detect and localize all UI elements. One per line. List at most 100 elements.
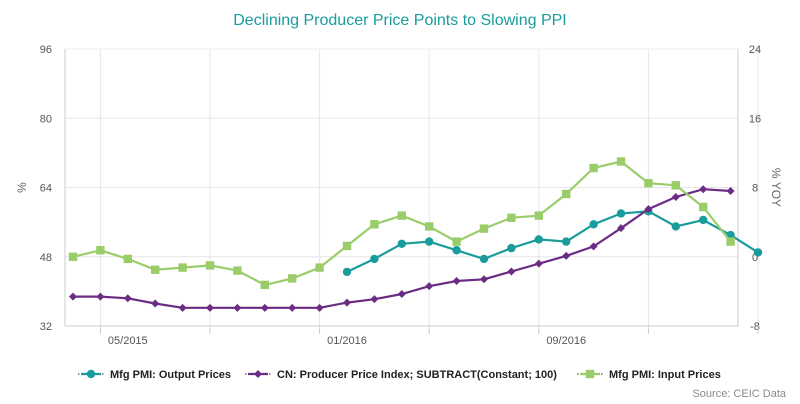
data-point (123, 254, 132, 264)
data-point (123, 294, 132, 303)
data-point (96, 292, 105, 301)
data-point (671, 222, 680, 231)
data-point (425, 222, 434, 231)
data-point (425, 237, 434, 246)
data-point (726, 186, 735, 195)
y-left-tick-label: 48 (40, 252, 52, 264)
data-point (151, 265, 160, 274)
data-point (534, 211, 543, 220)
y-left-tick-label: 96 (40, 44, 52, 56)
data-point (671, 181, 680, 190)
data-point (397, 211, 406, 220)
data-point (68, 252, 78, 261)
data-point (233, 303, 242, 312)
grid (65, 48, 759, 327)
data-point (534, 259, 543, 268)
legend-item-0[interactable]: Mfg PMI: Output Prices (78, 369, 231, 381)
data-point (288, 274, 297, 283)
y-right-axis-title: % YOY (769, 168, 783, 207)
data-point (343, 298, 351, 307)
data-point (507, 213, 516, 222)
data-point (260, 280, 269, 290)
series-layer (68, 157, 763, 312)
data-point (699, 215, 708, 225)
data-point (178, 263, 187, 272)
data-point (562, 189, 571, 199)
data-point (616, 209, 626, 218)
y-left-tick-label: 64 (40, 183, 52, 195)
data-point (370, 295, 379, 304)
data-point (370, 220, 379, 229)
data-point (616, 157, 626, 166)
data-point (699, 185, 708, 194)
series-1 (69, 185, 735, 312)
data-point (753, 248, 763, 257)
data-point (178, 303, 187, 312)
data-point (315, 303, 324, 312)
legend-item-2[interactable]: Mfg PMI: Input Prices (577, 369, 721, 381)
data-point (397, 289, 406, 298)
legend-label: Mfg PMI: Output Prices (110, 369, 231, 381)
x-tick-label: 01/2016 (327, 335, 367, 347)
y-right-tick-label: 0 (752, 252, 758, 264)
y-left-axis-title: % (15, 182, 29, 193)
data-point (370, 254, 379, 264)
data-point (151, 299, 160, 308)
data-point (671, 193, 680, 202)
legend-label: Mfg PMI: Input Prices (609, 369, 721, 381)
legend-label: CN: Producer Price Index; SUBTRACT(Const… (277, 369, 557, 381)
data-point (617, 224, 625, 233)
data-point (425, 282, 434, 291)
data-point (342, 267, 352, 277)
data-point (589, 220, 598, 229)
data-point (96, 246, 105, 255)
legend-marker (86, 369, 96, 379)
y-right-tick-label: 24 (749, 44, 761, 56)
data-point (589, 163, 598, 173)
data-point (315, 263, 324, 272)
y-right-tick-label: 16 (749, 113, 761, 125)
y-left-tick-label: 80 (40, 113, 52, 125)
x-tick-label: 09/2016 (546, 335, 586, 347)
data-point (644, 178, 653, 188)
data-point (452, 237, 461, 246)
series-line (72, 160, 732, 287)
data-point (452, 276, 461, 285)
data-point (205, 261, 215, 270)
data-point (480, 275, 488, 284)
data-point (589, 242, 598, 251)
legend-marker (254, 370, 262, 378)
legend[interactable]: Mfg PMI: Output Prices CN: Producer Price… (78, 369, 721, 381)
series-line (346, 210, 759, 273)
data-point (479, 224, 489, 233)
data-point (644, 205, 653, 214)
data-point (479, 254, 489, 264)
chart-title: Declining Producer Price Points to Slowi… (233, 12, 567, 29)
x-tick-label: 05/2015 (108, 335, 148, 347)
y-right-tick-label: -8 (750, 321, 760, 333)
y-left-tick-label: 32 (40, 321, 52, 333)
data-point (534, 235, 543, 244)
legend-item-1[interactable]: CN: Producer Price Index; SUBTRACT(Const… (245, 369, 557, 381)
data-point (699, 202, 708, 212)
data-point (233, 266, 242, 275)
data-point (507, 267, 516, 276)
data-point (260, 303, 269, 312)
data-point (206, 303, 214, 312)
data-point (69, 292, 77, 301)
data-point (342, 241, 352, 251)
data-point (288, 303, 297, 312)
axes: 32 48 64 80 96 -8 0 8 16 24 05/2015 01/2016 09/2016%… (15, 44, 783, 347)
data-point (507, 243, 516, 253)
data-point (726, 237, 735, 246)
data-point (452, 246, 461, 255)
y-right-tick-label: 8 (752, 183, 758, 195)
data-point (562, 237, 571, 246)
source-note: Source: CEIC Data (692, 388, 786, 400)
legend-marker (585, 369, 595, 379)
series-0 (342, 207, 763, 277)
data-point (562, 251, 571, 260)
series-2 (68, 157, 735, 290)
data-point (397, 239, 406, 248)
